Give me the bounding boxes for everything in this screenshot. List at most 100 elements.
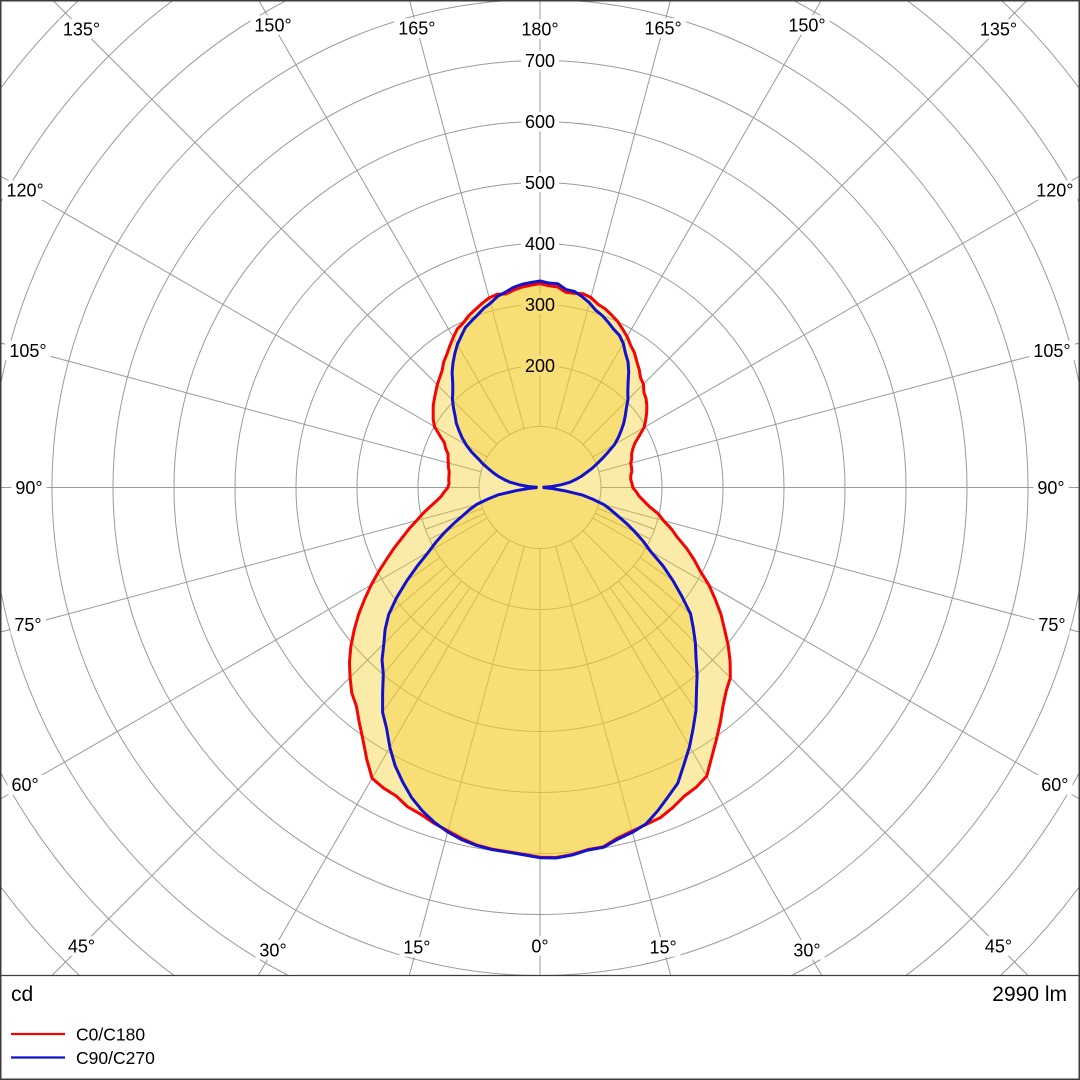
angle-label-30-left: 30° [259,940,286,960]
grid-label-backgrounds [2,15,1078,960]
fill-c90-c270 [382,280,698,858]
angle-label-15-left: 15° [403,937,430,957]
radial-tick-label-400: 400 [525,234,555,254]
angle-label-135-right-bg [975,19,1022,39]
angle-label-75-left: 75° [14,615,41,635]
angle-label-120-left-bg [2,180,48,200]
angle-label-0-bg [527,936,553,956]
minor-ray-40-left [382,580,462,675]
angle-label-165-right: 165° [645,18,682,38]
angle-label-45-right-bg [980,936,1017,956]
minor-ray-40-right [618,580,698,676]
major-ray-195 [409,1,525,429]
major-ray-300 [1,517,488,800]
major-ray-120 [592,175,1079,458]
angle-label-105-right: 105° [1033,341,1070,361]
angle-label-60-right: 60° [1041,775,1068,795]
major-ray-15 [555,546,672,975]
angle-label-165-right-bg [640,18,686,38]
angle-label-15-right: 15° [650,937,677,957]
angle-label-180: 180° [521,19,558,39]
angle-label-75-right: 75° [1038,615,1065,635]
major-ray-285 [1,502,482,633]
angle-label-180-bg [517,19,563,39]
angle-label-150-left: 150° [254,16,291,36]
major-ray-60 [592,517,1079,800]
angle-label-105-right-bg [1029,340,1075,361]
major-ray-255 [1,342,482,473]
angle-label-105-left-bg [5,340,51,361]
angle-label-60-right-bg [1037,775,1073,795]
angle-label-120-right: 120° [1036,181,1073,201]
minor-ray-55-right [639,557,674,581]
minor-ray-35-left [382,587,471,713]
radial-tick-label-200: 200 [525,356,555,376]
radial-tick-label-600: 600 [525,112,555,132]
radial-tick-label-600-bg [520,111,560,132]
minor-ray-70-left [425,507,483,530]
minor-ray-35-right [609,587,697,711]
minor-ray-70-right [597,507,655,530]
minor-ray-55-left [406,557,441,582]
minor-ray-65-left [429,512,485,540]
legend-label-c0-c180: C0/C180 [76,1025,145,1045]
minor-ray-50-left [388,565,447,615]
angle-label-135-left-bg [58,19,105,39]
angle-label-60-left-bg [7,775,43,795]
footer: cd 2990 lm C0/C180 C90/C270 [0,974,1080,1068]
angle-label-45-right: 45° [985,936,1012,956]
major-ray-240 [1,175,488,458]
curve-c90-c270-upper [450,279,631,489]
legend-label-c90-c270: C90/C270 [76,1048,155,1068]
polar-grid-minor-rays [382,507,698,713]
angle-label-120-right-bg [1032,180,1078,200]
angle-label-45-left: 45° [68,936,95,956]
intensity-fills [349,280,731,858]
angle-label-15-left-bg [399,937,435,957]
major-ray-345 [408,546,525,975]
minor-ray-65-right [595,512,651,540]
angle-label-90-right: 90° [1037,478,1064,498]
angle-label-90-right-bg [1033,477,1069,498]
luminous-flux-label: 2990 lm [992,983,1067,1006]
angle-label-90-left: 90° [15,478,42,498]
angle-label-165-left: 165° [398,18,435,38]
angle-label-150-right-bg [784,15,830,35]
angle-label-30-right: 30° [793,940,820,960]
major-ray-165 [555,1,671,429]
major-ray-150 [570,1,822,435]
angle-label-15-right-bg [645,937,681,957]
angle-label-75-right-bg [1034,614,1070,635]
minor-ray-50-right [633,565,691,615]
major-ray-330 [257,540,510,975]
major-ray-75 [598,502,1079,633]
angle-label-75-left-bg [10,614,46,635]
angle-label-135-left: 135° [63,19,100,39]
legend: C0/C180 C90/C270 [11,1025,155,1068]
radial-tick-label-500: 500 [525,173,555,193]
angle-label-165-left-bg [394,18,440,38]
angle-label-30-left-bg [255,940,291,960]
angle-label-45-left-bg [63,936,100,956]
curve-c0-c180 [347,282,732,859]
radial-tick-label-700: 700 [525,51,555,71]
angle-label-135-right: 135° [980,19,1017,39]
angle-label-90-left-bg [11,477,47,498]
radial-tick-label-700-bg [520,50,560,71]
angle-label-60-left: 60° [11,775,38,795]
angle-label-105-left: 105° [9,341,46,361]
angle-label-150-right: 150° [788,16,825,36]
curve-c90-c270-lower [380,486,699,860]
angle-label-120-left: 120° [6,181,43,201]
major-ray-30 [570,540,823,975]
major-ray-210 [258,1,510,435]
major-ray-105 [598,342,1079,473]
unit-label: cd [11,983,33,1006]
radial-tick-label-500-bg [520,172,560,193]
intensity-curves [347,279,732,860]
radial-tick-label-300: 300 [525,295,555,315]
angle-label-30-right-bg [789,940,825,960]
